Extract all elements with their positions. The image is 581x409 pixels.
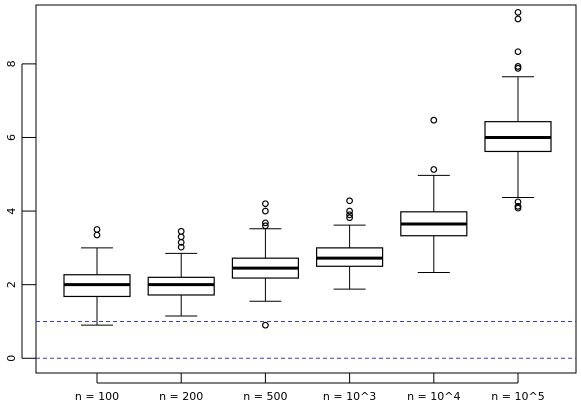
outlier-4-0 [430, 166, 438, 173]
x-axis: n = 100 n = 200 n = 500 n = 10^3 n = 10^4 n =… [75, 373, 545, 403]
outlier-2-2 [262, 219, 269, 227]
x-tick-label-2: n = 500 [243, 390, 287, 403]
outlier-4-1 [430, 116, 438, 124]
outlier-0-1 [93, 226, 101, 233]
outlier-3-2 [346, 207, 354, 215]
box-group-5 [484, 8, 552, 212]
box-group-1 [147, 227, 215, 317]
box-group-3 [316, 197, 384, 290]
box-group-0 [63, 226, 131, 326]
outlier-1-0 [177, 243, 185, 251]
reference-lines [36, 320, 576, 359]
y-tick-label-1: 2 [5, 281, 18, 288]
outlier-1-3 [177, 227, 185, 235]
outlier-3-3 [346, 197, 354, 205]
outlier-5-2 [514, 198, 522, 206]
boxes [63, 8, 552, 329]
x-tick-label-3: n = 10^3 [323, 390, 376, 403]
outlier-5-4 [514, 63, 522, 70]
outlier-5-5 [514, 48, 522, 56]
x-tick-label-5: n = 10^5 [491, 390, 544, 403]
outlier-3-0 [346, 214, 354, 222]
y-tick-label-4: 8 [5, 60, 18, 67]
outlier-5-7 [514, 8, 522, 16]
box-group-4 [400, 116, 468, 274]
outlier-5-6 [514, 15, 522, 23]
outlier-0-0 [93, 231, 101, 239]
outlier-2-3 [262, 207, 269, 215]
y-tick-label-2: 4 [5, 208, 18, 215]
outlier-5-1 [514, 202, 522, 210]
outlier-2-4 [262, 200, 269, 208]
x-tick-label-4: n = 10^4 [407, 390, 460, 403]
x-tick-label-1: n = 200 [159, 390, 203, 403]
x-tick-label-0: n = 100 [75, 390, 119, 403]
outlier-3-1 [346, 211, 354, 219]
y-axis: 0 2 4 6 8 [5, 60, 36, 362]
plot-frame [35, 4, 577, 374]
outlier-2-0 [262, 321, 269, 329]
box-group-2 [231, 200, 299, 329]
y-tick-label-0: 0 [5, 355, 18, 362]
outlier-1-2 [177, 233, 185, 241]
outlier-2-1 [262, 222, 269, 230]
y-tick-label-3: 6 [5, 134, 18, 141]
